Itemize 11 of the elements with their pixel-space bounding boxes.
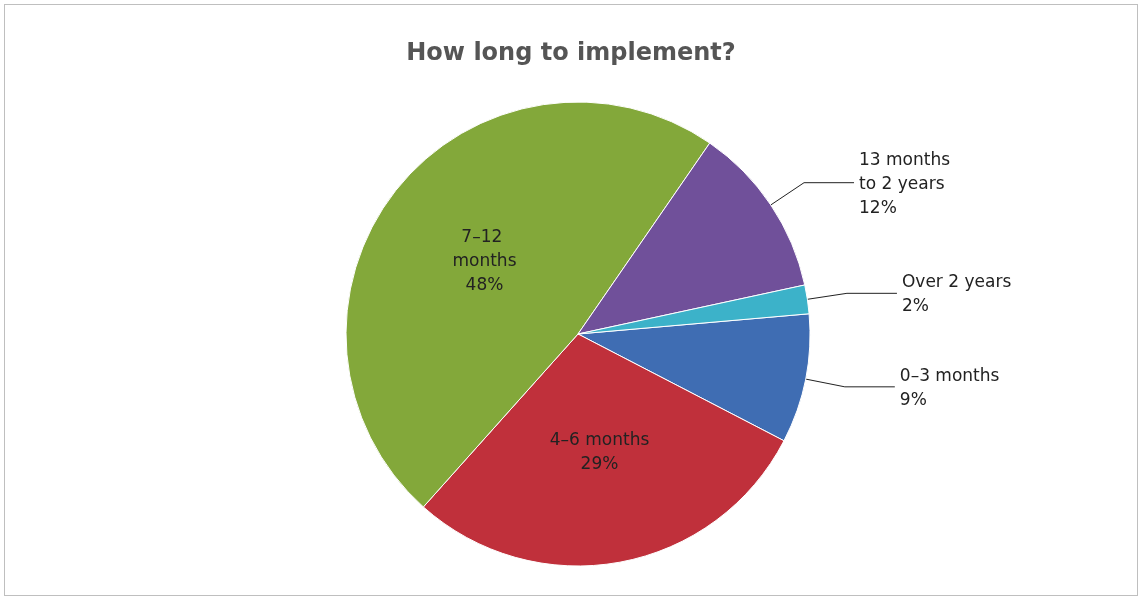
slice-label: 7–12 months [452, 226, 517, 271]
slice-label: 13 months to 2 years [859, 148, 956, 193]
slice-label: 0–3 months [899, 364, 1000, 385]
data-label: 9% [899, 388, 927, 409]
data-label: 2% [901, 295, 929, 316]
data-label: 48% [465, 274, 504, 295]
data-label: 12% [859, 196, 897, 217]
slice-label: 4–6 months [549, 429, 650, 450]
data-label: 29% [580, 453, 619, 474]
slice-label: Over 2 years [901, 271, 1012, 292]
chart-title: How long to implement? [406, 38, 736, 66]
